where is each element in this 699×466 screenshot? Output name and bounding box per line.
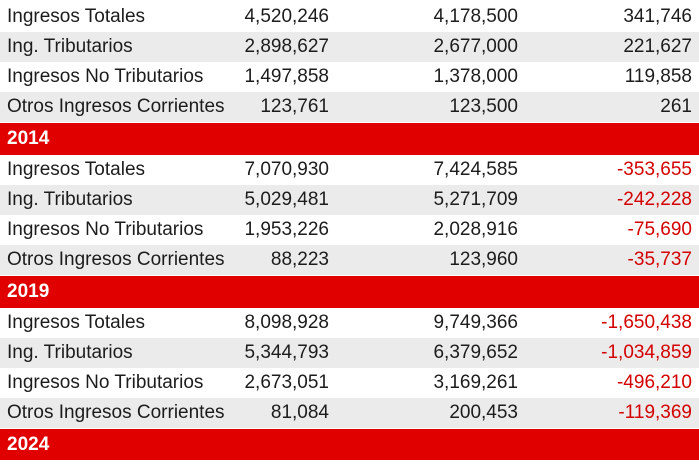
- row-label: Otros Ingresos Corrientes: [7, 96, 225, 117]
- table-row: Ingresos No Tributarios 1,497,858 1,378,…: [0, 62, 699, 92]
- difference-value: -119,369: [618, 402, 692, 423]
- table-row: Ing. Tributarios 5,029,481 5,271,709 -24…: [0, 185, 699, 215]
- value-col-1: 88,223: [270, 249, 329, 270]
- value-col-1: 1,953,226: [244, 219, 329, 240]
- value-col-1: 5,344,793: [244, 342, 329, 363]
- table-row: Ing. Tributarios 2,898,627 2,677,000 221…: [0, 32, 699, 62]
- value-col-2: 1,378,000: [433, 66, 518, 87]
- value-col-2: 7,424,585: [433, 159, 518, 180]
- table-row: Otros Ingresos Corrientes 81,084 200,453…: [0, 398, 699, 428]
- table-row: Ing. Tributarios 5,344,793 6,379,652 -1,…: [0, 338, 699, 368]
- difference-value: -75,690: [627, 219, 692, 240]
- difference-value: 261: [660, 96, 692, 117]
- row-label: Ing. Tributarios: [7, 189, 133, 210]
- difference-value: 341,746: [623, 6, 692, 27]
- row-label: Otros Ingresos Corrientes: [7, 249, 225, 270]
- value-col-1: 81,084: [270, 402, 329, 423]
- row-label: Ingresos No Tributarios: [7, 219, 204, 240]
- row-label: Ing. Tributarios: [7, 36, 133, 57]
- value-col-2: 2,028,916: [433, 219, 518, 240]
- row-label: Ingresos No Tributarios: [7, 372, 204, 393]
- difference-value: -1,650,438: [601, 312, 692, 333]
- difference-value: -1,034,859: [601, 342, 692, 363]
- table-row: Ingresos Totales 7,070,930 7,424,585 -35…: [0, 155, 699, 185]
- value-col-2: 9,749,366: [433, 312, 518, 333]
- value-col-2: 5,271,709: [433, 189, 518, 210]
- value-col-2: 6,379,652: [433, 342, 518, 363]
- value-col-2: 123,500: [449, 96, 518, 117]
- value-col-2: 200,453: [449, 402, 518, 423]
- value-col-1: 2,673,051: [244, 372, 329, 393]
- year-label: 2024: [7, 434, 50, 455]
- difference-value: -353,655: [616, 159, 692, 180]
- table-row: Ingresos No Tributarios 2,673,051 3,169,…: [0, 368, 699, 398]
- difference-value: 221,627: [623, 36, 692, 57]
- year-header-2014: 2014: [0, 123, 699, 155]
- row-label: Ingresos Totales: [7, 159, 146, 180]
- value-col-1: 1,497,858: [244, 66, 329, 87]
- year-label: 2014: [7, 128, 50, 149]
- row-label: Ingresos No Tributarios: [7, 66, 204, 87]
- table-row: Otros Ingresos Corrientes 88,223 123,960…: [0, 245, 699, 275]
- value-col-1: 5,029,481: [244, 189, 329, 210]
- table-row: Ingresos Totales 4,520,246 4,178,500 341…: [0, 2, 699, 32]
- value-col-1: 123,761: [260, 96, 329, 117]
- row-label: Ingresos Totales: [7, 6, 146, 27]
- year-label: 2019: [7, 281, 50, 302]
- difference-value: -242,228: [616, 189, 692, 210]
- row-label: Otros Ingresos Corrientes: [7, 402, 225, 423]
- row-label: Ing. Tributarios: [7, 342, 133, 363]
- value-col-1: 2,898,627: [244, 36, 329, 57]
- bottom-edge: [0, 462, 699, 466]
- row-label: Ingresos Totales: [7, 312, 146, 333]
- table-row: Ingresos No Tributarios 1,953,226 2,028,…: [0, 215, 699, 245]
- value-col-1: 4,520,246: [244, 6, 329, 27]
- value-col-1: 7,070,930: [244, 159, 329, 180]
- difference-value: 119,858: [624, 66, 692, 87]
- value-col-2: 4,178,500: [433, 6, 518, 27]
- year-header-2024: 2024: [0, 429, 699, 460]
- table-row: Otros Ingresos Corrientes 123,761 123,50…: [0, 92, 699, 122]
- value-col-2: 3,169,261: [433, 372, 518, 393]
- value-col-1: 8,098,928: [244, 312, 329, 333]
- difference-value: -35,737: [627, 249, 692, 270]
- year-header-2019: 2019: [0, 276, 699, 308]
- table-row: Ingresos Totales 8,098,928 9,749,366 -1,…: [0, 308, 699, 338]
- value-col-2: 2,677,000: [433, 36, 518, 57]
- difference-value: -496,210: [616, 372, 692, 393]
- value-col-2: 123,960: [449, 249, 518, 270]
